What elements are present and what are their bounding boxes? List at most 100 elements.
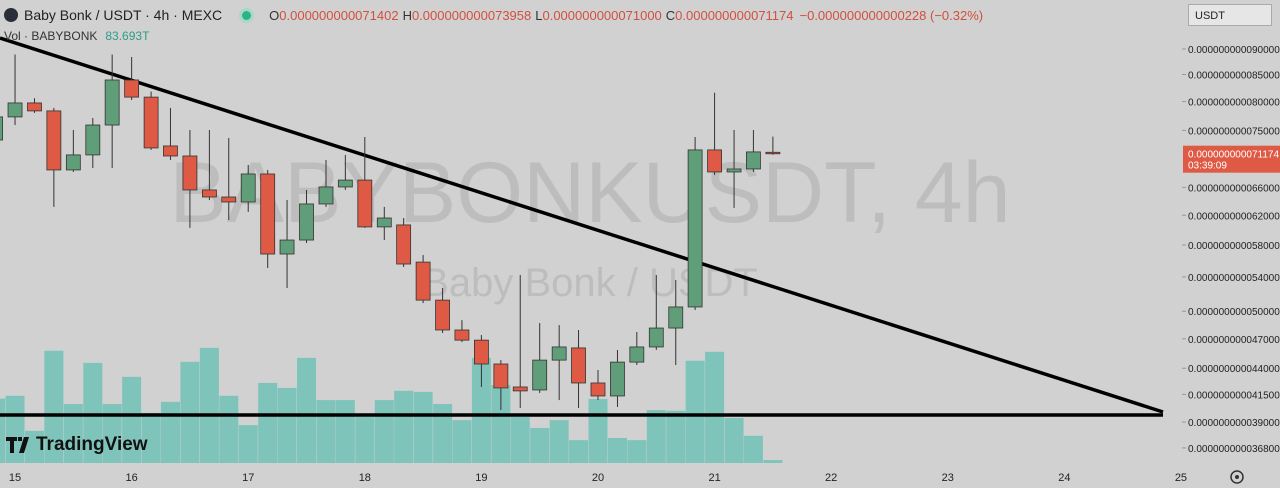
y-tick-label: 0.000000000066000 [1188,183,1280,194]
volume-bar [0,398,6,463]
candle-body [493,363,509,389]
y-tick-label: 0.000000000080000 [1188,98,1280,109]
volume-bar [510,416,530,463]
symbol-icon [4,8,18,22]
candle-body [532,359,548,391]
volume-bar [763,460,783,463]
volume-bar [374,400,394,463]
volume-bar [199,347,219,463]
volume-bar [452,420,472,463]
price-change: −0.000000000000228 (−0.32%) [799,7,984,23]
candle-body [85,124,101,156]
volume-bar [63,404,83,463]
candle-body [318,186,334,205]
y-tick-label: 0.000000000085000 [1188,71,1280,82]
trend-line-drawing[interactable] [0,36,1164,414]
candle-body [629,346,645,363]
candle-body [765,151,781,155]
candle-body [376,217,392,228]
countdown: 03:39:09 [1188,161,1227,172]
settings-icon[interactable] [1230,470,1244,484]
volume-bar [646,410,666,463]
logo-icon [6,437,29,453]
volume-bar [316,400,336,463]
candle-body [357,179,373,228]
y-tick-label: 0.000000000044000 [1188,364,1280,375]
ohlc-key: C [665,7,676,23]
volume-pane [0,347,783,463]
y-tick-label: 0.000000000062000 [1188,211,1280,222]
volume-bar [122,376,142,463]
candle-body [163,145,178,157]
y-tick-label: 0.000000000054000 [1188,273,1280,284]
x-tick-label: 24 [1058,472,1070,484]
symbol-title[interactable]: Baby Bonk / USDT · 4h · MEXC [24,7,223,23]
ohlc-value: 0.000000000071402 [279,7,399,23]
ohlc-key: L [535,7,543,23]
candle-body [454,329,470,341]
volume-bar [685,360,705,463]
candle-body [7,102,23,118]
x-tick-label: 15 [9,472,21,484]
x-tick-label: 23 [942,472,954,484]
ohlc-value: 0.000000000073958 [411,7,532,23]
x-tick-label: 25 [1175,472,1187,484]
y-tick-label: 0.000000000090000 [1188,45,1280,56]
ohlc-key: O [269,7,280,23]
volume-bar [160,401,180,463]
settings-icon-center [1235,475,1239,479]
volume-bar [83,362,103,463]
x-tick-label: 22 [825,472,837,484]
market-status [242,10,252,20]
logo-text: TradingView [36,434,148,455]
ohlc-value: 0.000000000071174 [675,7,794,23]
plot-area: BABYBONKUSDT, 4h Baby Bonk / USDT [0,36,1164,463]
volume-bar [743,435,763,463]
volume-bar [277,387,297,463]
volume-bar [258,382,278,463]
x-tick-label: 19 [475,472,487,484]
x-tick-label: 20 [592,472,604,484]
volume-bar [530,427,550,463]
candle-body [124,79,140,98]
volume-bar [355,416,375,463]
volume-bar [238,425,258,463]
volume-bar [394,390,414,463]
candle-body [143,96,159,149]
watermark-subtitle: Baby Bonk / USDT [422,261,758,305]
volume-bar [666,410,686,463]
volume-bar [297,357,317,463]
last-price-label: 0.000000000071174 [1188,150,1279,161]
volume-bar [569,440,589,463]
candle-body [279,239,295,255]
candle-body [571,347,586,384]
candle-body [27,102,42,112]
y-tick-label: 0.000000000036800 [1188,444,1280,455]
volume-bar [335,400,355,463]
candle-body [726,168,742,173]
volume-value: 83.693T [105,29,150,43]
candle-body [396,224,412,265]
y-tick-label: 0.000000000050000 [1188,307,1280,318]
volume-bar [491,385,511,463]
x-tick-label: 16 [126,472,138,484]
candle-body [337,179,353,188]
x-tick-label: 18 [359,472,371,484]
candle-body [668,306,684,329]
currency-select[interactable]: USDT [1188,4,1272,26]
x-tick-label: 21 [708,472,720,484]
candle-body [415,261,431,301]
candles [0,54,781,410]
y-tick-label: 0.000000000041500 [1188,390,1280,401]
volume-bar [471,357,491,463]
candle-body [0,116,3,141]
logo[interactable]: TradingView [6,434,148,456]
volume-bar [141,412,161,463]
volume-title: Vol · BABYBONK [4,29,98,43]
y-tick-label: 0.000000000058000 [1188,241,1280,252]
x-tick-label: 17 [242,472,254,484]
volume-legend: Vol · BABYBONK 83.693T [4,29,149,43]
volume-bar [44,350,64,463]
candle-body [610,361,625,397]
